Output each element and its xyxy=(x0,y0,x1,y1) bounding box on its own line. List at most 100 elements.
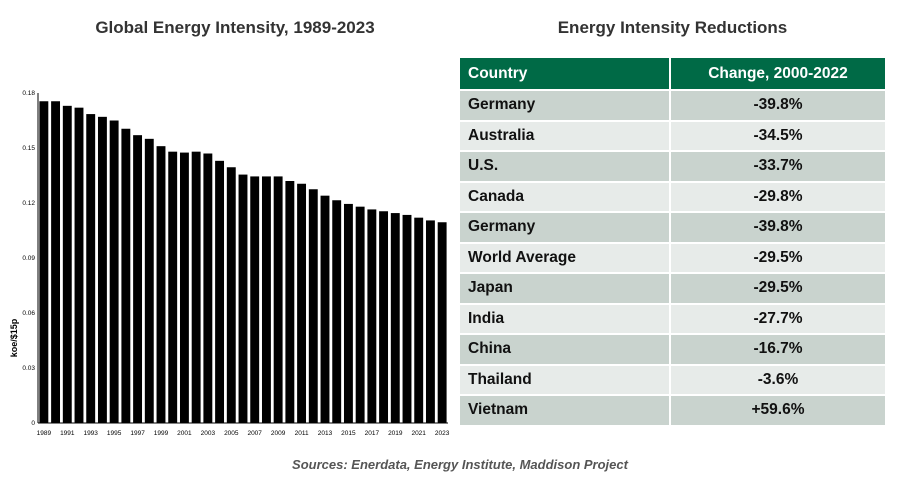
bar-2011 xyxy=(297,183,307,423)
bar-2014 xyxy=(332,200,342,423)
bar-2020 xyxy=(402,214,412,423)
country-cell: Vietnam xyxy=(460,395,670,427)
bar-2019 xyxy=(390,213,400,423)
x-tick-labels: 1989 1991 1993 1995 1997 1999 2001 2003 2005 2007… xyxy=(37,430,450,437)
bar-2012 xyxy=(308,189,318,423)
country-cell: World Average xyxy=(460,242,670,274)
x-tick-label: 2009 xyxy=(271,430,286,437)
country-cell: China xyxy=(460,334,670,366)
country-cell: Germany xyxy=(460,212,670,244)
y-tick-label: 0.03 xyxy=(22,365,35,372)
bar-1994 xyxy=(97,116,107,423)
change-cell: -39.8% xyxy=(669,90,885,122)
bar-2023 xyxy=(437,222,447,423)
country-cell: Canada xyxy=(460,181,670,213)
x-tick-label: 1999 xyxy=(154,430,169,437)
bar-2003 xyxy=(203,153,213,423)
change-cell: -29.8% xyxy=(669,181,885,213)
table-body: Germany -39.8% Australia -34.5% U.S. -33.7% Ca… xyxy=(460,90,885,427)
bar-2004 xyxy=(215,160,225,423)
country-cell: U.S. xyxy=(460,151,670,183)
table-row: Germany -39.8% xyxy=(460,212,885,244)
x-tick-label: 1991 xyxy=(60,430,75,437)
y-tick-label: 0.12 xyxy=(22,200,35,207)
x-tick-label: 2015 xyxy=(341,430,356,437)
bar-2021 xyxy=(414,217,424,423)
bar-2002 xyxy=(191,151,201,424)
change-cell: -27.7% xyxy=(669,303,885,335)
country-cell: Thailand xyxy=(460,364,670,396)
x-tick-label: 1993 xyxy=(83,430,98,437)
bar-1997 xyxy=(133,135,143,424)
country-cell: Japan xyxy=(460,273,670,305)
change-cell: -33.7% xyxy=(669,151,885,183)
bar-2015 xyxy=(343,203,353,423)
bar-2000 xyxy=(168,151,178,424)
bar-2005 xyxy=(226,167,236,423)
bar-1998 xyxy=(144,138,154,423)
bar-2006 xyxy=(238,174,248,423)
bar-1993 xyxy=(86,114,96,423)
change-cell: -3.6% xyxy=(669,364,885,396)
x-tick-label: 2017 xyxy=(365,430,380,437)
y-tick-label: 0 xyxy=(31,420,35,427)
bar-2007 xyxy=(250,176,260,423)
energy-intensity-bar-chart: koe/$15p 00.030.060.090.120.150.18 1989 1… xyxy=(9,90,450,437)
table-row: Canada -29.8% xyxy=(460,181,885,213)
table-row: Thailand -3.6% xyxy=(460,364,885,396)
x-tick-label: 2007 xyxy=(247,430,262,437)
bar-1991 xyxy=(62,105,72,423)
x-tick-label: 2003 xyxy=(201,430,216,437)
bar-1989 xyxy=(39,101,49,423)
country-cell: Germany xyxy=(460,90,670,122)
x-tick-label: 1997 xyxy=(130,430,145,437)
bar-2009 xyxy=(273,176,283,423)
table-row: Japan -29.5% xyxy=(460,273,885,305)
table-title: Energy Intensity Reductions xyxy=(557,18,788,37)
x-tick-label: 2005 xyxy=(224,430,239,437)
table-row: China -16.7% xyxy=(460,334,885,366)
bar-2001 xyxy=(179,152,189,423)
table-row: India -27.7% xyxy=(460,303,885,335)
bar-2010 xyxy=(285,181,295,423)
x-tick-label: 2001 xyxy=(177,430,192,437)
x-tick-label: 2019 xyxy=(388,430,403,437)
bar-1999 xyxy=(156,146,166,424)
header-country: Country xyxy=(460,58,670,91)
y-tick-labels: 0 0.03 0.06 0.09 0.12 0.15 0.18 xyxy=(22,90,35,427)
table-row: Vietnam +59.6% xyxy=(460,395,885,427)
change-cell: -34.5% xyxy=(669,120,885,152)
y-tick-label: 0.06 xyxy=(22,310,35,317)
change-cell: -39.8% xyxy=(669,212,885,244)
sources-note: Sources: Enerdata, Energy Institute, Mad… xyxy=(292,457,628,472)
header-change: Change, 2000-2022 xyxy=(669,58,885,91)
bar-1995 xyxy=(109,120,119,423)
bar-1996 xyxy=(121,128,131,423)
change-cell: +59.6% xyxy=(669,395,885,427)
table-row: Germany -39.8% xyxy=(460,90,885,122)
change-cell: -29.5% xyxy=(669,242,885,274)
x-tick-label: 1989 xyxy=(37,430,52,437)
y-tick-label: 0.18 xyxy=(22,90,35,97)
x-tick-label: 2013 xyxy=(318,430,333,437)
change-cell: -29.5% xyxy=(669,273,885,305)
energy-intensity-reductions-table: Country Change, 2000-2022 Germany -39.8% A… xyxy=(460,58,885,427)
change-cell: -16.7% xyxy=(669,334,885,366)
bar-1990 xyxy=(51,101,61,423)
x-tick-label: 2023 xyxy=(435,430,450,437)
x-tick-label: 2011 xyxy=(295,430,309,437)
country-cell: Australia xyxy=(460,120,670,152)
bar-2013 xyxy=(320,195,330,423)
bar-2008 xyxy=(261,176,271,423)
chart-title: Global Energy Intensity, 1989-2023 xyxy=(95,18,375,37)
bar-2022 xyxy=(425,220,435,423)
y-tick-label: 0.15 xyxy=(22,145,35,152)
x-tick-label: 1995 xyxy=(107,430,122,437)
table-header-row: Country Change, 2000-2022 xyxy=(460,58,885,91)
country-cell: India xyxy=(460,303,670,335)
bar-1992 xyxy=(74,107,84,424)
bar-2016 xyxy=(355,206,365,423)
bar-2018 xyxy=(379,211,389,423)
x-tick-label: 2021 xyxy=(411,430,426,437)
y-tick-label: 0.09 xyxy=(22,255,35,262)
